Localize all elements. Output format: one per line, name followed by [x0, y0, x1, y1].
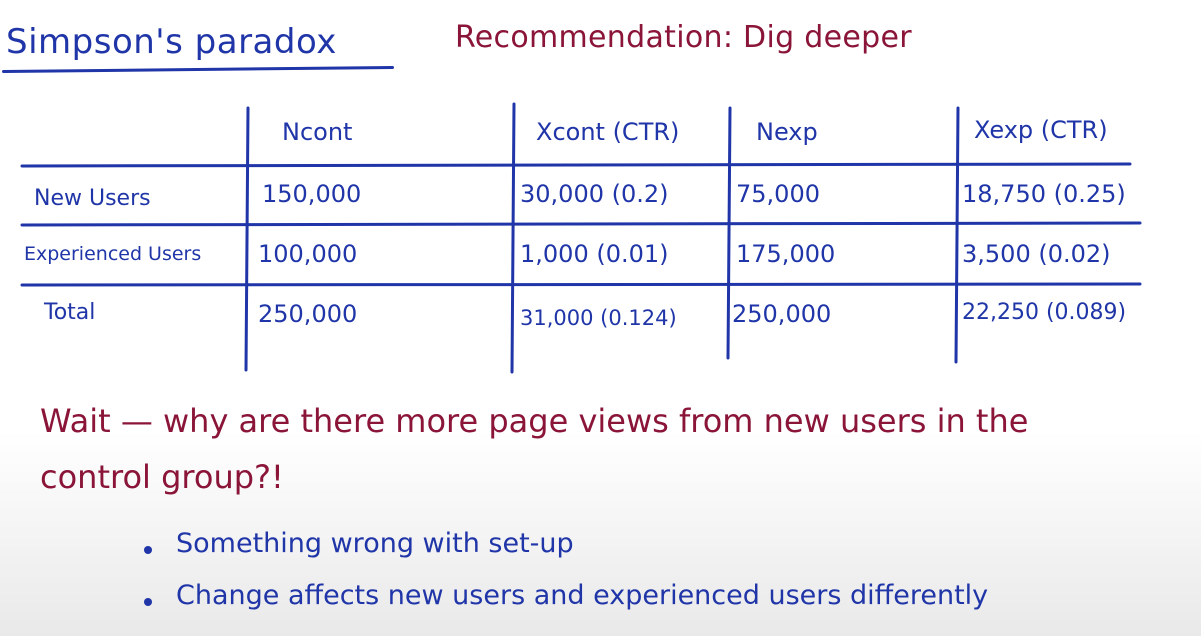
table-hline-2 [20, 221, 1142, 227]
row-label-total: Total [44, 300, 96, 325]
table-hline-1 [20, 162, 1132, 168]
header-xcont: Xcont (CTR) [536, 118, 680, 146]
header-nexp: Nexp [756, 118, 818, 146]
cell-exp-xcont: 1,000 (0.01) [520, 240, 669, 268]
bullet-dot-2 [144, 598, 152, 606]
header-ncont: Ncont [282, 118, 353, 146]
page-title: Simpson's paradox [6, 22, 337, 62]
bullet-text-2: Change affects new users and experienced… [176, 580, 989, 611]
note-line-2: control group?! [40, 458, 284, 496]
cell-total-xcont: 31,000 (0.124) [520, 306, 677, 330]
row-label-new-users: New Users [34, 186, 151, 211]
bullet-dot-1 [144, 546, 152, 554]
row-label-experienced-users: Experienced Users [24, 243, 202, 265]
cell-exp-xexp: 3,500 (0.02) [962, 240, 1111, 268]
cell-new-nexp: 75,000 [736, 180, 820, 208]
cell-exp-nexp: 175,000 [736, 240, 836, 268]
cell-new-xexp: 18,750 (0.25) [962, 180, 1126, 208]
note-line-1: Wait — why are there more page views fro… [40, 402, 1029, 440]
table-vline-1 [244, 106, 250, 372]
cell-new-ncont: 150,000 [262, 180, 362, 208]
table-vline-2 [510, 102, 516, 374]
bullet-text-1: Something wrong with set-up [176, 528, 574, 559]
cell-total-xexp: 22,250 (0.089) [962, 300, 1127, 325]
cell-new-xcont: 30,000 (0.2) [520, 180, 669, 208]
recommendation-text: Recommendation: Dig deeper [455, 20, 912, 55]
title-underline [1, 65, 395, 74]
header-xexp: Xexp (CTR) [974, 116, 1108, 144]
cell-exp-ncont: 100,000 [258, 240, 358, 268]
table-vline-4 [954, 106, 960, 364]
table-vline-3 [726, 106, 732, 360]
table-hline-3 [20, 282, 1142, 287]
cell-total-nexp: 250,000 [732, 300, 832, 328]
cell-total-ncont: 250,000 [258, 300, 358, 328]
